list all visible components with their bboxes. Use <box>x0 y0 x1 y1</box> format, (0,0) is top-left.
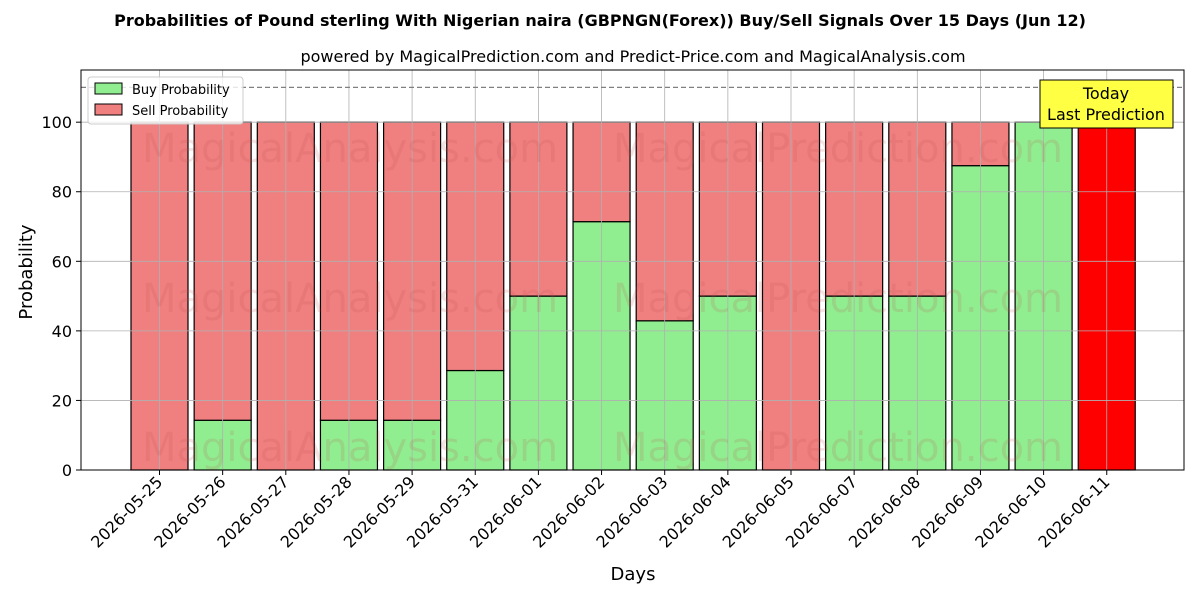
chart-title: Probabilities of Pound sterling With Nig… <box>114 11 1086 30</box>
legend-label: Sell Probability <box>132 104 229 119</box>
annotation-text: Today <box>1082 84 1129 103</box>
legend-label: Buy Probability <box>132 83 230 98</box>
chart-subtitle: powered by MagicalPrediction.com and Pre… <box>300 47 965 66</box>
y-tick-label: 100 <box>41 113 72 132</box>
watermark-text: MagicalPrediction.com <box>613 276 1063 322</box>
watermark-text: MagicalAnalysis.com <box>142 425 558 471</box>
legend: Buy Probability Sell Probability <box>87 76 244 125</box>
watermark-text: MagicalPrediction.com <box>613 126 1063 172</box>
watermark-text: MagicalAnalysis.com <box>142 276 558 322</box>
y-tick-label: 0 <box>62 461 72 480</box>
y-axis-label: Probability <box>16 224 37 319</box>
watermark-text: MagicalAnalysis.com <box>142 126 558 172</box>
legend-swatch <box>94 82 123 95</box>
today-annotation: Today Last Prediction <box>1039 79 1174 129</box>
annotation-text: Last Prediction <box>1047 105 1165 124</box>
watermark-text: MagicalPrediction.com <box>613 425 1063 471</box>
legend-swatch <box>94 103 123 116</box>
y-tick-label: 60 <box>52 252 72 271</box>
annotation-box <box>1039 79 1174 129</box>
y-tick-label: 80 <box>52 183 72 202</box>
y-tick-label: 40 <box>52 322 72 341</box>
x-axis-label: Days <box>611 564 656 585</box>
legend-box <box>87 76 244 125</box>
plot-area: MagicalAnalysis.com MagicalPrediction.com… <box>41 69 1185 552</box>
y-tick-label: 20 <box>52 391 72 410</box>
plot-frame <box>80 69 1185 471</box>
